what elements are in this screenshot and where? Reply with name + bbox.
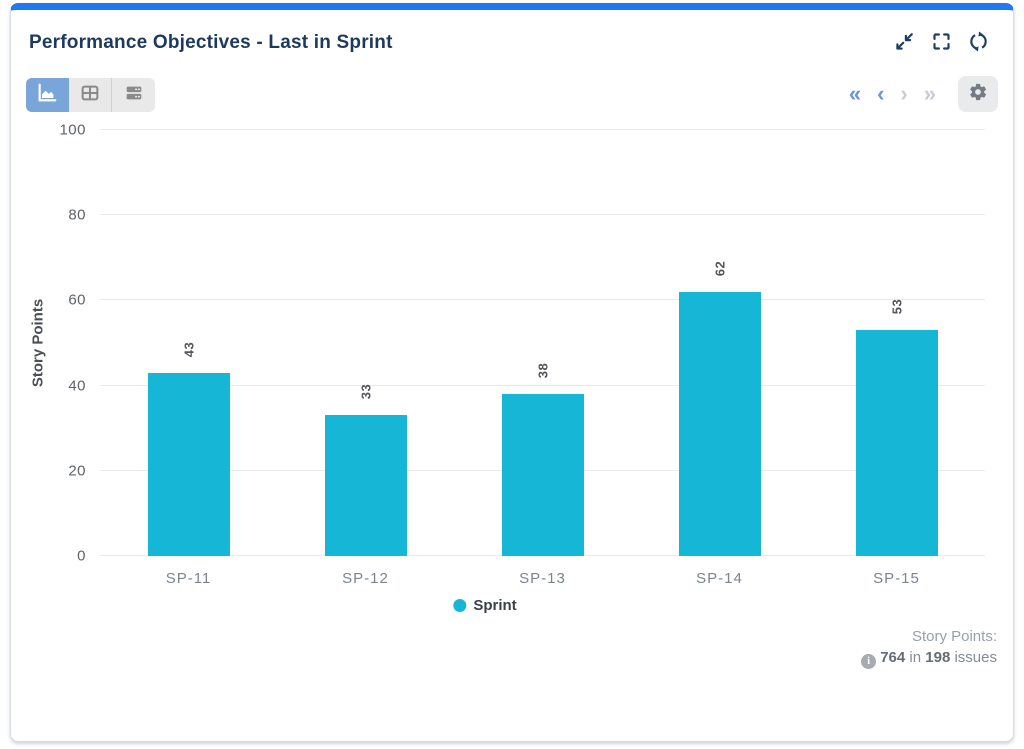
legend-label: Sprint bbox=[473, 597, 517, 614]
collapse-icon bbox=[894, 31, 915, 52]
header-actions bbox=[893, 30, 989, 52]
x-axis-label: SP-13 bbox=[519, 570, 566, 587]
totals-summary: Story Points: 764 in 198 issues bbox=[861, 626, 997, 669]
totals-count: 198 bbox=[925, 649, 951, 666]
fullscreen-button[interactable] bbox=[930, 30, 952, 52]
first-page-button[interactable]: « bbox=[848, 81, 862, 106]
page-title: Performance Objectives - Last in Sprint bbox=[29, 32, 393, 53]
bar-value-label: 62 bbox=[712, 260, 727, 277]
y-axis-title: Story Points bbox=[29, 298, 47, 388]
y-tick-label: 80 bbox=[68, 206, 86, 224]
gear-icon bbox=[968, 82, 988, 107]
totals-conjunction: in bbox=[909, 649, 922, 666]
last-page-button[interactable]: » bbox=[923, 81, 936, 106]
bar-SP-14[interactable] bbox=[678, 291, 761, 556]
bar-SP-15[interactable] bbox=[855, 330, 938, 556]
y-tick-label: 0 bbox=[77, 547, 86, 565]
x-axis-label: SP-11 bbox=[165, 570, 212, 587]
bar-value-label: 53 bbox=[889, 299, 904, 315]
refresh-icon bbox=[968, 31, 989, 52]
collapse-button[interactable] bbox=[893, 30, 915, 52]
next-page-button[interactable]: › bbox=[900, 81, 908, 106]
totals-label: Story Points: bbox=[911, 628, 997, 645]
x-axis-label: SP-14 bbox=[696, 570, 743, 587]
bar-SP-11[interactable] bbox=[147, 372, 230, 556]
totals-value: 764 bbox=[880, 649, 906, 666]
area-chart-icon bbox=[36, 82, 58, 109]
totals-suffix: issues bbox=[954, 649, 997, 666]
gridline bbox=[100, 384, 985, 386]
bar-value-label: 43 bbox=[181, 341, 196, 358]
table-view-button[interactable] bbox=[69, 78, 112, 112]
x-axis-label: SP-12 bbox=[342, 570, 389, 587]
rows-icon bbox=[123, 82, 145, 109]
gridline bbox=[100, 214, 985, 216]
chart-view-button[interactable] bbox=[26, 78, 69, 112]
x-axis-label: SP-15 bbox=[873, 570, 920, 587]
bar-value-label: 38 bbox=[535, 362, 550, 379]
y-tick-label: 20 bbox=[68, 462, 86, 480]
prev-page-button[interactable]: ‹ bbox=[877, 81, 885, 106]
bar-value-label: 33 bbox=[358, 384, 373, 400]
gadget-card: Performance Objectives - Last in Sprint bbox=[10, 3, 1014, 742]
bar-SP-12[interactable] bbox=[324, 415, 407, 556]
refresh-button[interactable] bbox=[967, 30, 989, 52]
y-tick-label: 40 bbox=[68, 377, 86, 395]
info-icon[interactable] bbox=[861, 654, 877, 669]
y-tick-label: 60 bbox=[68, 291, 86, 309]
pagination: « ‹ › » bbox=[849, 76, 998, 112]
settings-button[interactable] bbox=[958, 76, 998, 112]
view-toggle-group bbox=[26, 78, 155, 112]
bar-SP-13[interactable] bbox=[501, 394, 584, 556]
bar-slot: 33 SP-12 bbox=[277, 130, 454, 587]
bar-slot: 38 SP-13 bbox=[454, 130, 631, 587]
legend-marker bbox=[453, 599, 467, 612]
plot-area: 0 20 40 60 80 100 43 SP-11 33 SP-12 38 SP-13 62 SP-14… bbox=[59, 122, 985, 587]
y-tick-label: 100 bbox=[59, 121, 86, 139]
legend-item-sprint[interactable]: Sprint bbox=[453, 597, 517, 614]
fullscreen-icon bbox=[931, 31, 952, 52]
list-view-button[interactable] bbox=[112, 78, 155, 112]
bar-slot: 62 SP-14 bbox=[631, 130, 808, 587]
table-icon bbox=[79, 82, 101, 109]
totals-line: 764 in 198 issues bbox=[861, 647, 997, 669]
bar-slot: 43 SP-11 bbox=[100, 130, 277, 587]
gridline bbox=[100, 299, 985, 301]
bar-slot: 53 SP-15 bbox=[808, 130, 985, 587]
gridline bbox=[100, 129, 985, 130]
